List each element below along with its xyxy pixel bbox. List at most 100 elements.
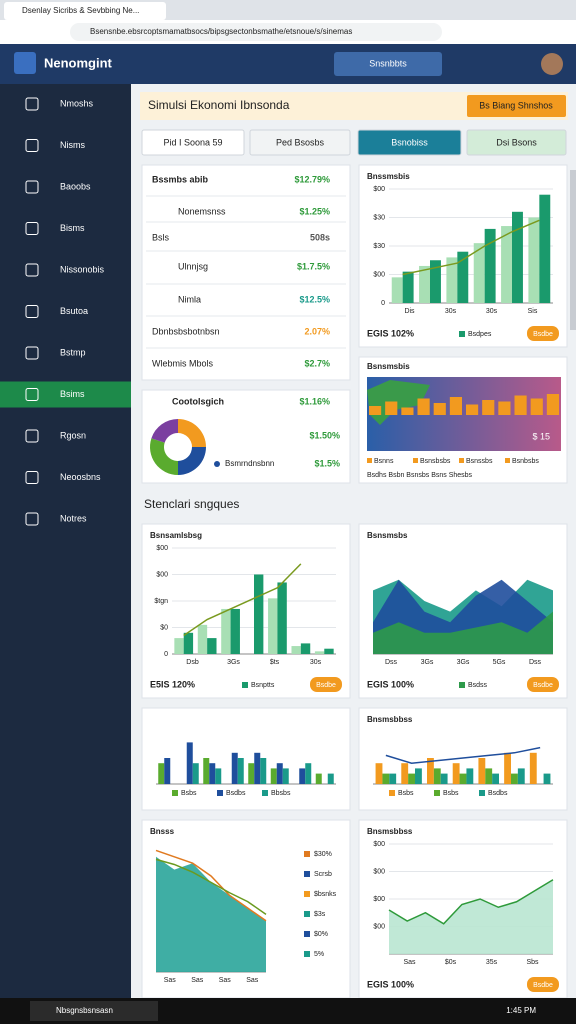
- side-label: Scrsb: [314, 871, 332, 878]
- y-tick-label: $00: [373, 186, 385, 193]
- bar: [260, 758, 267, 784]
- nav-label[interactable]: Rgosn: [60, 430, 86, 440]
- chart-footer: EGIS 100%: [367, 679, 414, 689]
- legend-swatch: [459, 458, 464, 463]
- x-tick-label: Sas: [403, 959, 416, 966]
- map-bar: [530, 398, 543, 415]
- x-tick-label: Dss: [385, 659, 398, 666]
- address-bar[interactable]: [70, 23, 442, 41]
- bar: [473, 243, 485, 303]
- nav-label[interactable]: Bsims: [60, 389, 85, 399]
- x-tick-label: 3Gs: [421, 659, 434, 666]
- nav-label[interactable]: Bisms: [60, 223, 85, 233]
- icon: [25, 180, 39, 194]
- bar: [268, 598, 278, 654]
- donut-slice: [150, 438, 178, 475]
- tab-label: Pid I Soona 59: [163, 137, 222, 147]
- chart-card: [141, 523, 351, 699]
- row-value: 508s: [310, 232, 330, 242]
- x-tick-label: $ts: [270, 659, 280, 666]
- nav-label[interactable]: Nissonobis: [60, 264, 105, 274]
- tab[interactable]: [249, 129, 351, 156]
- bar: [277, 582, 287, 654]
- bar: [528, 217, 540, 303]
- legend-swatch: [389, 790, 395, 796]
- y-tick-label: $00: [373, 923, 385, 930]
- donut-slice: [178, 447, 206, 475]
- legend-swatch: [172, 790, 178, 796]
- chart-button[interactable]: [527, 977, 559, 992]
- row-label: Nonemsnss: [178, 206, 226, 216]
- map-bar: [449, 397, 462, 415]
- donut-title: Cootolsgich: [172, 396, 224, 406]
- y-tick-label: $00: [373, 841, 385, 848]
- banner-button[interactable]: [467, 95, 566, 117]
- tab[interactable]: [4, 2, 166, 20]
- map-bar: [466, 404, 479, 415]
- bar: [511, 773, 518, 784]
- active-item: [0, 381, 131, 408]
- legend-swatch: [459, 331, 465, 337]
- icon: [25, 512, 39, 526]
- row-value: $1.25%: [299, 206, 330, 216]
- side-label: $3s: [314, 911, 326, 918]
- taskbar-search[interactable]: [30, 1001, 158, 1021]
- bar: [237, 758, 244, 784]
- donut: [150, 419, 206, 475]
- chart-button[interactable]: [310, 677, 342, 692]
- chart-title: Bnssmsbis: [367, 172, 410, 181]
- x-tick-label: Dis: [404, 308, 415, 315]
- tab-label: Bsnobiss: [391, 137, 428, 147]
- bar: [164, 758, 171, 784]
- x-tick-label: 30s: [310, 659, 322, 666]
- tab[interactable]: [466, 129, 567, 156]
- bar: [174, 638, 184, 654]
- bar: [270, 768, 277, 784]
- bar: [427, 758, 434, 784]
- map-bar: [498, 401, 511, 415]
- chart-title: Bnsmsbbss: [367, 827, 413, 836]
- nav-label[interactable]: Nisms: [60, 140, 85, 150]
- bar: [484, 228, 496, 303]
- legend-swatch: [367, 458, 372, 463]
- legend-label: Bsdbs: [488, 790, 508, 797]
- chart-button[interactable]: [527, 677, 559, 692]
- bar: [402, 271, 414, 303]
- row-value: $12.5%: [299, 294, 330, 304]
- tab[interactable]: [357, 129, 462, 156]
- legend-label: Bsdss: [468, 682, 488, 689]
- nav-label[interactable]: Nmoshs: [60, 98, 94, 108]
- x-tick-label: Sas: [191, 977, 204, 984]
- legend-label: Bsnssbs: [466, 458, 493, 465]
- y-tick-label: $00: [373, 868, 385, 875]
- scrollbar[interactable]: [570, 170, 576, 330]
- map-note: Bsdhs Bsbn Bsnsbs Bsns Shesbs: [367, 472, 473, 479]
- legend-dot: [214, 461, 220, 467]
- banner-title: Simulsi Ekonomi Ibnsonda: [148, 98, 290, 112]
- bar: [207, 638, 217, 654]
- tab[interactable]: [141, 129, 245, 156]
- nav-label[interactable]: Neoosbns: [60, 472, 101, 482]
- bar: [209, 763, 216, 784]
- side-swatch: [304, 911, 310, 917]
- bar: [158, 763, 165, 784]
- row-value: $1.7.5%: [297, 261, 330, 271]
- nav-label[interactable]: Baoobs: [60, 181, 91, 191]
- bar: [492, 773, 499, 784]
- bar: [203, 758, 210, 784]
- nav-label[interactable]: Bsutoa: [60, 306, 88, 316]
- tab-label: Dsi Bsons: [496, 137, 537, 147]
- bar: [408, 773, 415, 784]
- icon: [25, 97, 39, 111]
- nav-label[interactable]: Notres: [60, 513, 87, 523]
- bar: [215, 768, 222, 784]
- chart-button[interactable]: [527, 326, 559, 341]
- search-button[interactable]: [334, 52, 442, 76]
- bar: [186, 742, 193, 784]
- bar: [231, 752, 238, 784]
- avatar[interactable]: [541, 53, 563, 75]
- y-tick-label: $30: [373, 243, 385, 250]
- legend-label: Bsnns: [374, 458, 394, 465]
- nav-label[interactable]: Bstmp: [60, 347, 86, 357]
